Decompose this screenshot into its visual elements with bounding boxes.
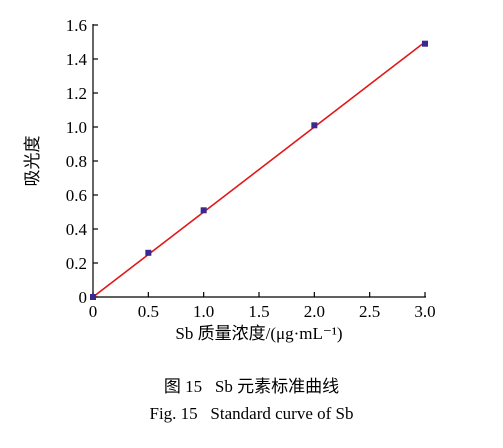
x-tick-label: 1.5 (248, 302, 269, 321)
x-tick-label: 0 (89, 302, 98, 321)
x-tick-label: 2.0 (304, 302, 325, 321)
y-tick-label: 1.0 (66, 118, 87, 137)
axes (92, 24, 426, 298)
x-axis-title: Sb 质量浓度/(μg·mL⁻¹) (175, 324, 342, 343)
y-tick-label: 0.6 (66, 186, 87, 205)
x-ticks: 0 0.5 1.0 1.5 2.0 2.5 3.0 (89, 292, 436, 321)
y-tick-label: 1.4 (66, 50, 88, 69)
x-tick-label: 2.5 (359, 302, 380, 321)
data-point (145, 249, 152, 256)
y-axis-title: 吸光度 (23, 136, 42, 187)
y-tick-label: 0.8 (66, 152, 87, 171)
x-tick-label: 0.5 (138, 302, 159, 321)
data-point (311, 122, 318, 129)
y-tick-label: 0.4 (66, 220, 88, 239)
x-tick-label: 1.0 (193, 302, 214, 321)
data-point (90, 294, 96, 300)
data-point (422, 40, 428, 47)
y-tick-label: 0.2 (66, 254, 87, 273)
y-ticks: 0 0.2 0.4 0.6 0.8 1.0 1.2 1.4 1.6 (66, 16, 98, 307)
figure-caption-chinese: 图 15 Sb 元素标准曲线 (163, 377, 340, 396)
figure-caption-english: Fig. 15 Standard curve of Sb (149, 404, 354, 423)
plot-area (90, 40, 428, 300)
data-point (200, 207, 207, 214)
y-tick-label: 0 (79, 288, 88, 307)
fit-line (92, 41, 426, 298)
y-tick-label: 1.2 (66, 84, 87, 103)
y-tick-label: 1.6 (66, 16, 87, 35)
x-tick-label: 3.0 (414, 302, 435, 321)
